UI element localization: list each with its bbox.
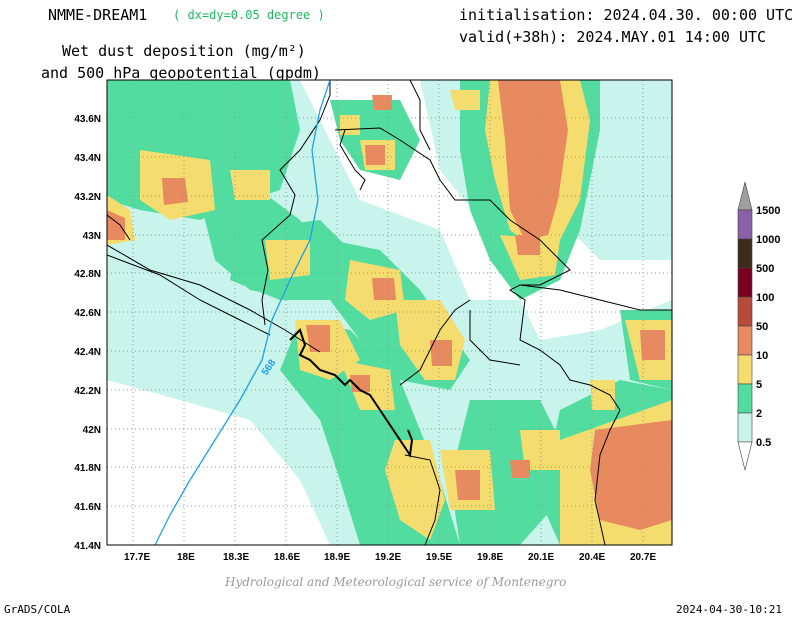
footer-timestamp: 2024-04-30-10:21 xyxy=(676,603,782,616)
model-title: NMME-DREAM1 xyxy=(48,6,148,24)
country-borders xyxy=(107,80,672,545)
lon-tick-label: 18.3E xyxy=(223,552,249,563)
legend-swatch xyxy=(737,354,753,385)
lon-tick-label: 19.5E xyxy=(426,552,452,563)
legend-swatch xyxy=(737,238,753,269)
map-frame xyxy=(106,79,673,546)
lat-tick-label: 41.8N xyxy=(74,463,101,474)
legend-label: 10 xyxy=(756,350,768,362)
lon-tick-label: 17.7E xyxy=(124,552,150,563)
latitude-axis: 43.6N 43.4N 43.2N 43N 42.8N 42.6N 42.4N … xyxy=(74,114,101,552)
lat-tick-label: 43.4N xyxy=(74,153,101,164)
lon-tick-label: 18E xyxy=(177,552,195,563)
lon-tick-label: 20.1E xyxy=(528,552,554,563)
legend-label: 2 xyxy=(756,408,762,420)
legend-swatch xyxy=(737,267,753,298)
lat-tick-label: 43N xyxy=(83,231,101,242)
valid-time: valid(+38h): 2024.MAY.01 14:00 UTC xyxy=(459,28,767,46)
lat-tick-label: 42.2N xyxy=(74,386,101,397)
lat-tick-label: 42.6N xyxy=(74,308,101,319)
footer-software: GrADS/COLA xyxy=(4,603,71,616)
credit-text: Hydrological and Meteorological service … xyxy=(225,575,567,589)
legend-swatch xyxy=(737,412,753,443)
colorbar-legend: 1500 1000 500 100 50 10 5 2 0.5 xyxy=(737,181,780,471)
legend-label: 5 xyxy=(756,379,762,391)
lat-tick-label: 42.8N xyxy=(74,269,101,280)
lat-tick-label: 41.4N xyxy=(74,541,101,552)
geopotential-contour-568 xyxy=(154,80,331,545)
legend-swatch xyxy=(737,181,753,211)
legend-label: 1000 xyxy=(756,234,780,246)
variable-title: Wet dust deposition (mg/m²) xyxy=(62,42,306,60)
longitude-axis: 17.7E 18E 18.3E 18.6E 18.9E 19.2E 19.5E … xyxy=(124,552,656,563)
legend-swatch xyxy=(737,325,753,356)
legend-swatch xyxy=(737,209,753,240)
lon-tick-label: 18.6E xyxy=(274,552,300,563)
lon-tick-label: 20.7E xyxy=(630,552,656,563)
resolution-label: ( dx=dy=0.05 degree ) xyxy=(173,8,325,22)
initialisation-time: initialisation: 2024.04.30. 00:00 UTC xyxy=(459,6,794,24)
lat-tick-label: 43.6N xyxy=(74,114,101,125)
coastline xyxy=(289,328,414,458)
legend-label: 100 xyxy=(756,292,774,304)
legend-swatch xyxy=(737,441,753,471)
map-gridlines xyxy=(107,80,672,545)
lon-tick-label: 20.4E xyxy=(579,552,605,563)
lon-tick-label: 19.2E xyxy=(375,552,401,563)
legend-swatch xyxy=(737,383,753,414)
legend-label: 50 xyxy=(756,321,768,333)
dust-deposition-field: 568 xyxy=(107,80,672,545)
variable-subtitle: and 500 hPa geopotential (gpdm) xyxy=(41,64,321,82)
lat-tick-label: 42.4N xyxy=(74,347,101,358)
lon-tick-label: 18.9E xyxy=(324,552,350,563)
lat-tick-label: 42N xyxy=(83,425,101,436)
lon-tick-label: 19.8E xyxy=(477,552,503,563)
lat-tick-label: 41.6N xyxy=(74,502,101,513)
lat-tick-label: 43.2N xyxy=(74,192,101,203)
legend-label: 1500 xyxy=(756,205,780,217)
legend-label: 0.5 xyxy=(756,437,771,449)
legend-label: 500 xyxy=(756,263,774,275)
legend-swatch xyxy=(737,296,753,327)
